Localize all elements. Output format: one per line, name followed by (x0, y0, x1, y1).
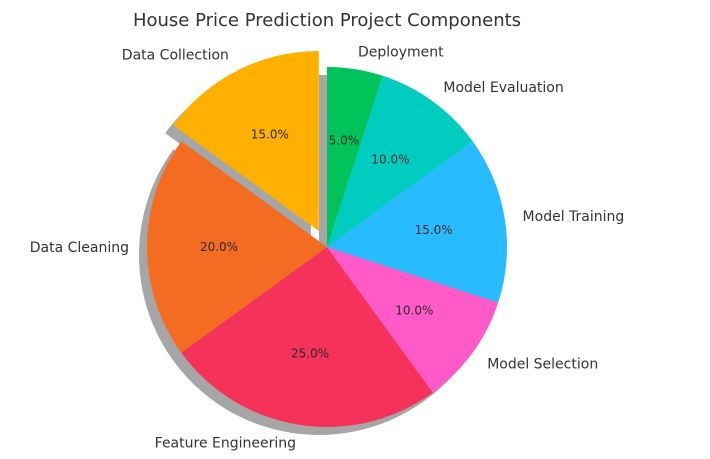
percent-label-deployment: 5.0% (329, 133, 360, 147)
percent-label-model-evaluation: 10.0% (371, 153, 409, 167)
percent-label-model-training: 15.0% (415, 223, 453, 237)
category-label-data-cleaning: Data Cleaning (30, 240, 129, 256)
pie-slice-feature-engineering (181, 247, 433, 427)
pie-slice-model-evaluation (327, 75, 473, 247)
category-label-model-training: Model Training (523, 209, 625, 225)
chart-title: House Price Prediction Project Component… (133, 10, 521, 31)
percent-labels: 15.0% 20.0% 25.0% 10.0% 15.0% 10.0% 5.0% (200, 128, 453, 361)
pie-slice-data-collection (173, 50, 319, 231)
percent-label-model-selection: 10.0% (395, 303, 433, 317)
pie-slices (147, 50, 507, 427)
category-label-model-evaluation: Model Evaluation (443, 80, 563, 96)
category-labels: Data Collection Data Cleaning Feature Engi… (30, 44, 625, 451)
category-label-deployment: Deployment (358, 44, 444, 60)
pie-slice-data-cleaning (147, 141, 327, 353)
category-label-data-collection: Data Collection (122, 48, 229, 64)
category-label-feature-engineering: Feature Engineering (155, 436, 296, 452)
pie-slice-model-training (327, 141, 507, 303)
pie-slice-deployment (327, 67, 383, 247)
percent-label-feature-engineering: 25.0% (291, 347, 329, 361)
percent-label-data-cleaning: 20.0% (200, 240, 238, 254)
category-label-model-selection: Model Selection (487, 356, 598, 372)
pie-slice-model-selection (327, 247, 499, 393)
percent-label-data-collection: 15.0% (251, 128, 289, 142)
